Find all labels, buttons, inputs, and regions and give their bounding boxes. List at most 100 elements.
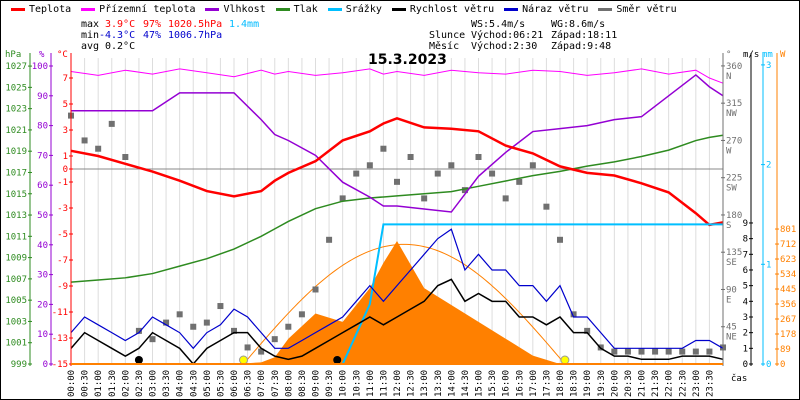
direction-compass-label: SW xyxy=(726,184,737,194)
humidity-tick-label: 40 xyxy=(37,241,48,251)
solar-tick-label: 356 xyxy=(780,300,796,310)
temperature-tick-label: 0 xyxy=(63,165,68,175)
wind-direction-point xyxy=(366,162,373,169)
max-rain: 1.4mm xyxy=(229,19,260,30)
solar-tick-label: 623 xyxy=(780,255,796,265)
solar-tick-label: 534 xyxy=(780,270,796,280)
wind-gust-max: WG:8.6m/s xyxy=(551,19,606,30)
wind-direction-point xyxy=(489,170,496,177)
wind-speed-tick-label: 7 xyxy=(743,250,748,260)
wind-direction-point xyxy=(529,162,536,169)
min-pressure: 1006.7hPa xyxy=(168,30,223,41)
legend-label: Směr větru xyxy=(616,4,677,15)
solar-tick-label: 89 xyxy=(780,345,791,355)
x-tick-label: 19:00 xyxy=(583,370,593,397)
pressure-tick-label: 1015 xyxy=(5,190,27,200)
pressure-tick-label: 1013 xyxy=(5,211,27,221)
humidity-tick-label: 80 xyxy=(37,122,48,132)
direction-tick-label: 315 xyxy=(726,99,742,109)
wind-direction-point xyxy=(448,162,455,169)
legend: Teplota Přízemní teplota Vlhkost Tlak Srážky… xyxy=(11,4,677,15)
legend-item: Náraz větru xyxy=(504,4,588,15)
wind-direction-point xyxy=(244,344,251,351)
solar-tick-label: 712 xyxy=(780,240,796,250)
x-tick-label: 00:30 xyxy=(81,370,91,397)
x-tick-label: 04:00 xyxy=(176,370,186,397)
x-tick-label: 22:30 xyxy=(678,370,688,397)
temperature-tick-label: 7 xyxy=(63,74,68,84)
wind-speed-tick-label: 5 xyxy=(743,282,748,292)
direction-compass-label: E xyxy=(726,295,731,305)
x-tick-label: 12:30 xyxy=(407,370,417,397)
sunset-marker xyxy=(560,355,570,365)
temperature-tick-label: -3 xyxy=(57,204,68,214)
x-tick-label: 18:30 xyxy=(570,370,580,397)
legend-item: Teplota xyxy=(11,4,71,15)
x-tick-label: 21:30 xyxy=(651,370,661,397)
wind-speed-max: WS:5.4m/s xyxy=(471,19,526,30)
precipitation-tick-label: 2 xyxy=(766,161,771,171)
pressure-tick-label: 1011 xyxy=(5,232,27,242)
wind-direction-point xyxy=(516,178,523,185)
pressure-tick-label: 1017 xyxy=(5,168,27,178)
wind-direction-point xyxy=(584,327,591,334)
axis-unit-label: hPa xyxy=(5,50,21,60)
wind-direction-point xyxy=(339,195,346,202)
legend-label: Přízemní teplota xyxy=(99,4,196,15)
x-tick-label: 05:30 xyxy=(216,370,226,397)
axis-unit-label: m/s xyxy=(743,50,759,60)
humidity-tick-label: 90 xyxy=(37,92,48,102)
x-tick-label: 07:30 xyxy=(271,370,281,397)
x-tick-label: 10:00 xyxy=(339,370,349,397)
wind-direction-point xyxy=(434,170,441,177)
axis-unit-label: ° xyxy=(726,50,731,60)
humidity-tick-label: 0 xyxy=(43,360,48,370)
wind-direction-point xyxy=(135,327,142,334)
wind-direction-point xyxy=(611,348,618,355)
x-tick-label: 04:30 xyxy=(189,370,199,397)
wind-speed-tick-label: 2 xyxy=(743,329,748,339)
wind-direction-point xyxy=(149,336,156,343)
wind-direction-point xyxy=(258,348,265,355)
x-tick-label: 02:00 xyxy=(121,370,131,397)
x-tick-label: 02:30 xyxy=(135,370,145,397)
x-tick-label: 06:00 xyxy=(230,370,240,397)
wind-direction-point xyxy=(163,319,170,326)
wind-direction-point xyxy=(203,319,210,326)
legend-swatch xyxy=(391,8,406,11)
pressure-tick-label: 1027 xyxy=(5,62,27,72)
x-tick-label: 10:30 xyxy=(352,370,362,397)
x-tick-label: 12:00 xyxy=(393,370,403,397)
direction-compass-label: S xyxy=(726,221,731,231)
max-temp: 3.9°C xyxy=(105,19,136,30)
pressure-tick-label: 1003 xyxy=(5,317,27,327)
chart-title: 15.3.2023 xyxy=(368,52,447,68)
wind-direction-point xyxy=(652,348,659,355)
direction-tick-label: 270 xyxy=(726,136,742,146)
legend-item: Rychlost větru xyxy=(391,4,495,15)
x-tick-label: 01:30 xyxy=(108,370,118,397)
axis-unit-label: W xyxy=(780,50,786,60)
axis-unit-label: °C xyxy=(57,50,68,60)
humidity-tick-label: 10 xyxy=(37,330,48,340)
wind-direction-point xyxy=(176,311,183,318)
x-tick-label: 17:30 xyxy=(542,370,552,397)
humidity-tick-label: 70 xyxy=(37,151,48,161)
legend-swatch xyxy=(81,8,96,11)
humidity-tick-label: 20 xyxy=(37,300,48,310)
x-tick-label: 08:00 xyxy=(284,370,294,397)
wind-direction-point xyxy=(95,145,102,152)
temperature-tick-label: -9 xyxy=(57,282,68,292)
wind-direction-point xyxy=(421,195,428,202)
pressure-tick-label: 1019 xyxy=(5,147,27,157)
wind-speed-line xyxy=(70,278,724,366)
legend-label: Srážky xyxy=(345,4,382,15)
x-tick-label: 03:30 xyxy=(162,370,172,397)
wind-direction-point xyxy=(298,311,305,318)
legend-label: Rychlost větru xyxy=(409,4,495,15)
wind-speed-tick-label: 6 xyxy=(743,266,748,276)
solar-tick-label: 445 xyxy=(780,285,796,295)
direction-compass-label: NE xyxy=(726,333,737,343)
